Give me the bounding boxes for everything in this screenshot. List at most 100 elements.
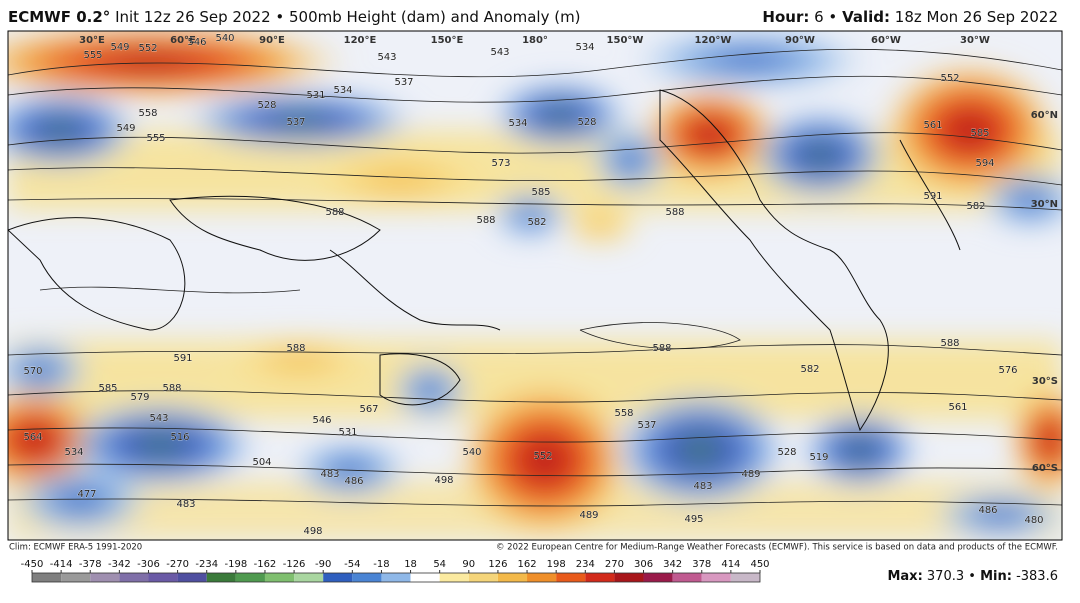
contour-label: 498 [303,526,322,537]
colorbar-tick-label: -342 [108,559,131,570]
longitude-labels: 30°E 60°E 90°E 120°E 150°E 180° 150°W 120°W 90°W… [79,35,990,46]
contour-label: 588 [652,343,671,354]
contour-label: 579 [130,392,149,403]
contour-label: 546 [312,415,331,426]
contour-label: 552 [940,73,959,84]
climatology: Clim: ECMWF ERA-5 1991-2020 [9,543,142,553]
contour-label: 567 [359,404,378,415]
colorbar-tick-label: -450 [21,559,44,570]
min-label: Min: [980,569,1012,584]
contour-label: 594 [975,158,994,169]
contour-label: 531 [338,427,357,438]
contour-label: 549 [110,42,129,53]
contour-label: 555 [83,50,102,61]
colorbar-cell [264,573,295,582]
colorbar-cell [468,573,498,582]
contour-label: 537 [637,420,656,431]
colorbar-cell [90,573,120,582]
colorbar-tick-label: -270 [166,559,189,570]
colorbar-tick-label: -414 [50,559,73,570]
contour-label: 585 [531,187,550,198]
longitude-label: 60°E [170,35,196,46]
contour-label: 552 [138,43,157,54]
hour-label: Hour: [762,8,809,26]
colorbar-tick-label: -306 [137,559,160,570]
contour-label: 564 [23,432,42,443]
colorbar-tick-label: 126 [488,559,507,570]
colorbar-cell [730,573,760,582]
contour-label: 561 [923,120,942,131]
contour-label: 558 [138,108,157,119]
latitude-label: 30°S [1032,376,1058,387]
colorbar-tick-label: 54 [433,559,446,570]
contour-label: 534 [333,85,352,96]
colorbar-tick-label: 270 [605,559,624,570]
contour-label: 495 [684,514,703,525]
colorbar-cell [323,573,353,582]
contour-label: 486 [344,476,363,487]
max-min: Max: 370.3 • Min: -383.6 [887,569,1058,584]
colorbar-cell [614,573,644,582]
contour-label: 573 [491,158,510,169]
longitude-label: 90°E [259,35,285,46]
colorbar-cell [701,573,731,582]
colorbar-cell [352,573,382,582]
colorbar-tick-label: 342 [663,559,682,570]
colorbar-tick-label: 18 [404,559,417,570]
contour-label: 558 [614,408,633,419]
contour-label: 588 [286,343,305,354]
longitude-label: 120°E [344,35,377,46]
colorbar-tick-label: 234 [576,559,595,570]
valid-info: Hour: 6 • Valid: 18z Mon 26 Sep 2022 [762,8,1058,26]
colorbar-cell [177,573,207,582]
contour-label: 483 [693,481,712,492]
colorbar-tick-label: -126 [283,559,306,570]
contour-label: 543 [149,413,168,424]
colorbar-cell [119,573,149,582]
contour-label: 486 [978,505,997,516]
contour-label: 552 [533,451,552,462]
contour-label: 588 [665,207,684,218]
valid-label: Valid: [842,8,890,26]
contour-label: 489 [741,469,760,480]
colorbar-tick-label: 306 [634,559,653,570]
contour-label: 549 [116,123,135,134]
colorbar-cell [439,573,469,582]
contour-label: 555 [146,133,165,144]
colorbar-tick-label: -234 [195,559,218,570]
colorbar-tick-label: -198 [224,559,247,570]
colorbar-tick-label: -54 [344,559,360,570]
colorbar-tick-label: -378 [79,559,102,570]
longitude-label: 30°W [960,35,990,46]
max-label: Max: [887,569,922,584]
longitude-label: 150°W [607,35,644,46]
longitude-label: 90°W [785,35,815,46]
contour-label: 534 [64,447,83,458]
contour-label: 588 [162,383,181,394]
contour-label: 561 [948,402,967,413]
contour-label: 588 [325,207,344,218]
colorbar-cell [410,573,440,582]
valid-value: 18z Mon 26 Sep 2022 [895,8,1058,26]
contour-label: 582 [800,364,819,375]
contour-label: 537 [394,77,413,88]
colorbar: -450 -414 -378 -342 -306 -270 -234 -198 -162 -126… [21,559,770,583]
colorbar-frame [31,572,761,583]
colorbar-cell [148,573,178,582]
contour-label: 483 [176,499,195,510]
longitude-label: 120°W [695,35,732,46]
colorbar-cell [585,573,615,582]
latitude-labels: 60°N 30°N 30°S 60°S [1031,110,1058,474]
contour-label: 588 [476,215,495,226]
colorbar-cell [672,573,702,582]
contour-label: 516 [170,432,189,443]
contour-label: 540 [462,447,481,458]
colorbar-tick-label: 450 [750,559,769,570]
map-frame [7,30,1063,541]
colorbar-tick-label: -18 [373,559,389,570]
longitude-label: 30°E [79,35,105,46]
latitude-label: 30°N [1031,199,1058,210]
longitude-label: 180° [522,35,548,46]
contour-label: 519 [809,452,828,463]
